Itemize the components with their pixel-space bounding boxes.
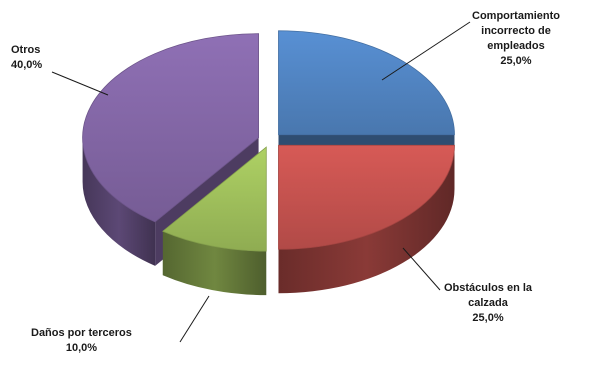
slice-3-top xyxy=(162,146,267,252)
leader-line-2 xyxy=(402,247,441,291)
slice-label-obstaculos: Obstáculos en la calzada 25,0% xyxy=(444,282,533,324)
slice-label-otros: Otros 40,0% xyxy=(11,44,43,71)
slice-label-comportamiento: Comportamiento incorrecto de empleados 2… xyxy=(472,10,560,67)
slice-2-top xyxy=(278,144,455,250)
slice-3-side xyxy=(162,231,267,296)
slice-4-side xyxy=(82,137,156,266)
slice-1-top xyxy=(278,30,455,136)
slice-label-danos: Daños por terceros 10,0% xyxy=(31,327,132,354)
leader-line-4 xyxy=(51,71,109,96)
leader-line-3 xyxy=(179,295,210,343)
slice-4-top xyxy=(82,33,259,223)
leader-line-1 xyxy=(381,21,471,81)
